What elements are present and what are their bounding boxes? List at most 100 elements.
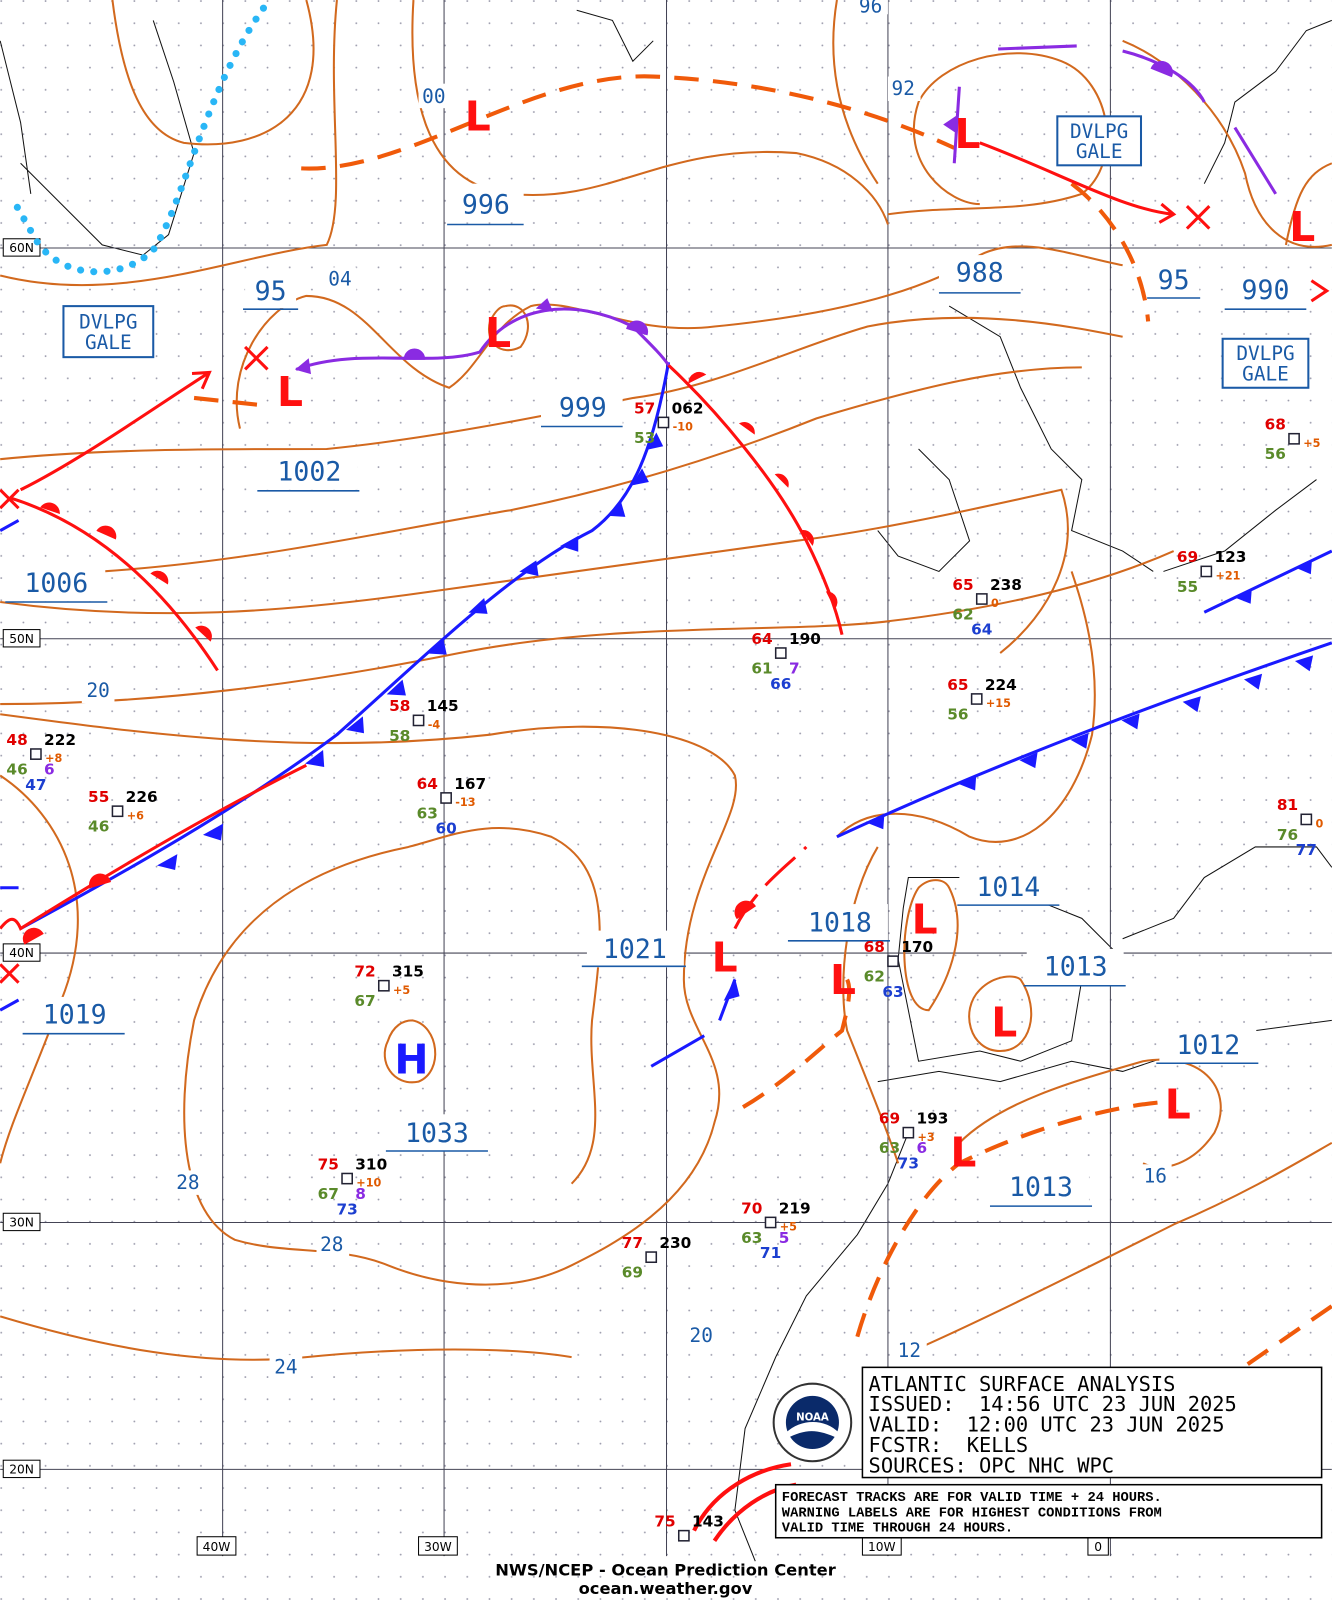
station-temp: 68 (864, 938, 885, 956)
grid-label (2, 629, 41, 648)
station-marker (975, 593, 988, 605)
warm-front (9, 496, 219, 672)
trough (193, 395, 271, 409)
station-pres: 167 (454, 775, 486, 793)
storm-track (979, 141, 1177, 224)
station-pres: 123 (1214, 548, 1246, 566)
pressure-center: L (712, 933, 738, 981)
station-plot: 65 224 +15 56 (947, 676, 1017, 724)
station-height: 77 (1296, 841, 1317, 859)
isobar-label (316, 1232, 350, 1258)
title-block: SOURCES: OPC NHC WPC (869, 1453, 1115, 1477)
pressure-center: L (485, 309, 511, 357)
station-temp: 69 (1177, 548, 1198, 566)
station-pres: 230 (659, 1234, 691, 1252)
station-plot: 55 226 +6 46 (88, 788, 158, 836)
storm-track (19, 370, 212, 492)
isobar-label (894, 1338, 927, 1364)
coastline (576, 9, 654, 63)
note-block: VALID TIME THROUGH 24 HOURS. (782, 1522, 1013, 1537)
warning-label: GALE (1076, 140, 1123, 163)
station-dew: 69 (622, 1264, 643, 1282)
pressure-label: 1013 (1009, 1172, 1073, 1203)
pressure-label: 95 (255, 276, 287, 307)
station-pres: 222 (44, 731, 76, 749)
station-dew: 62 (864, 968, 885, 986)
station-marker (30, 748, 42, 760)
storm-track (0, 141, 1330, 984)
pressure-label (959, 868, 1057, 906)
pressure-label: 990 (1242, 275, 1290, 306)
station-temp: 75 (654, 1513, 675, 1531)
station-pres: 145 (427, 697, 459, 715)
station-period: 7 (789, 659, 800, 677)
station-tend: 0 (991, 597, 999, 610)
pressure-label (387, 1114, 485, 1152)
occluded-front (295, 298, 649, 375)
station-marker (774, 647, 787, 659)
isobar (968, 975, 1033, 1053)
station-marker (377, 979, 390, 992)
station-height: 71 (760, 1244, 781, 1262)
grid-label: 0 (1094, 1540, 1102, 1554)
ice-edge (11, 4, 268, 276)
station-pres: 170 (901, 938, 933, 956)
isobar-label: 12 (898, 1339, 921, 1362)
warm-front (22, 502, 212, 945)
isobar (836, 571, 1096, 843)
pressure-label (992, 1168, 1089, 1206)
station-temp: 64 (751, 630, 772, 648)
trough (1182, 1304, 1332, 1410)
station-pres: 143 (692, 1513, 724, 1531)
station-dew: 56 (1265, 445, 1286, 463)
pressure-label (1026, 948, 1124, 986)
station-height: 66 (770, 675, 791, 693)
station-height: 73 (336, 1200, 357, 1218)
station-dew: 55 (1177, 578, 1198, 596)
storm-track (0, 205, 1211, 984)
title-block: ATLANTIC SURFACE ANALYSIS ISSUED: 14:56 … (869, 1372, 1237, 1478)
pressure-label (541, 387, 623, 425)
warm-front (688, 371, 838, 610)
station-marker (657, 416, 670, 429)
isobar-label (81, 678, 115, 704)
isobar-label (269, 1355, 303, 1380)
station-dew: 76 (1277, 826, 1298, 844)
grid-label: 30N (9, 1216, 34, 1230)
station-marker (970, 693, 983, 705)
station-marker (677, 1529, 690, 1542)
pressure-label (447, 183, 524, 223)
station-dew: 46 (6, 760, 27, 778)
station-pres: 224 (985, 676, 1017, 694)
station-marker (645, 1251, 658, 1264)
coastline (1122, 846, 1332, 940)
isobar (411, 0, 889, 225)
pressure-label: 1019 (43, 999, 107, 1030)
grid-label (2, 1459, 41, 1479)
grid-label: 40N (9, 946, 34, 960)
occluded-front (943, 60, 1173, 134)
grid-label (196, 1536, 237, 1556)
station-marker (1200, 565, 1213, 578)
station-dew: 62 (952, 605, 973, 623)
station-plot: 57 062 -10 53 (634, 399, 704, 447)
station-temp: 69 (879, 1109, 900, 1127)
station-temp: 57 (634, 399, 655, 417)
isobar-label: 28 (320, 1233, 343, 1256)
station-dew: 63 (741, 1229, 762, 1247)
pressure-label (1148, 262, 1200, 297)
isobar (1284, 162, 1332, 246)
cold-front (866, 655, 1314, 830)
pressure-center: L (465, 93, 491, 141)
warning-label (1056, 115, 1143, 167)
pressure-center: L (991, 999, 1017, 1047)
station-temp: 77 (622, 1234, 643, 1252)
station-dew: 56 (947, 705, 968, 723)
pressure-label: 95 (1158, 265, 1190, 296)
isobar (0, 1315, 572, 1361)
station-temp: 68 (1265, 416, 1286, 434)
station-pres: 310 (355, 1155, 387, 1173)
